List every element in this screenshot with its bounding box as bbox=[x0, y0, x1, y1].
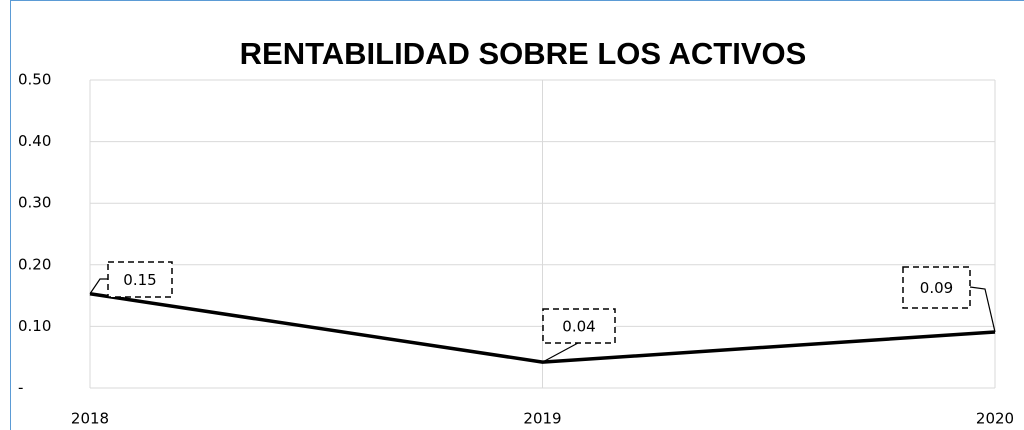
chart-title: RENTABILIDAD SOBRE LOS ACTIVOS bbox=[240, 36, 807, 71]
leader-line bbox=[542, 342, 579, 363]
y-tick-label: 0.50 bbox=[18, 71, 51, 89]
data-label: 0.15 bbox=[123, 271, 156, 289]
y-tick-label: 0.20 bbox=[18, 255, 51, 273]
label-box bbox=[902, 266, 971, 309]
y-tick-label: 0.40 bbox=[18, 132, 51, 150]
y-tick-label: - bbox=[18, 379, 23, 397]
x-tick-label: 2020 bbox=[976, 410, 1014, 428]
x-tick-label: 2018 bbox=[71, 410, 109, 428]
label-box bbox=[107, 261, 173, 298]
leader-line bbox=[969, 286, 996, 333]
x-tick-label: 2019 bbox=[523, 410, 561, 428]
leader-line bbox=[89, 278, 108, 295]
label-box bbox=[542, 308, 616, 344]
data-label: 0.04 bbox=[562, 318, 595, 336]
y-tick-label: 0.10 bbox=[18, 317, 51, 335]
data-label: 0.09 bbox=[920, 279, 953, 297]
y-tick-label: 0.30 bbox=[18, 194, 51, 212]
